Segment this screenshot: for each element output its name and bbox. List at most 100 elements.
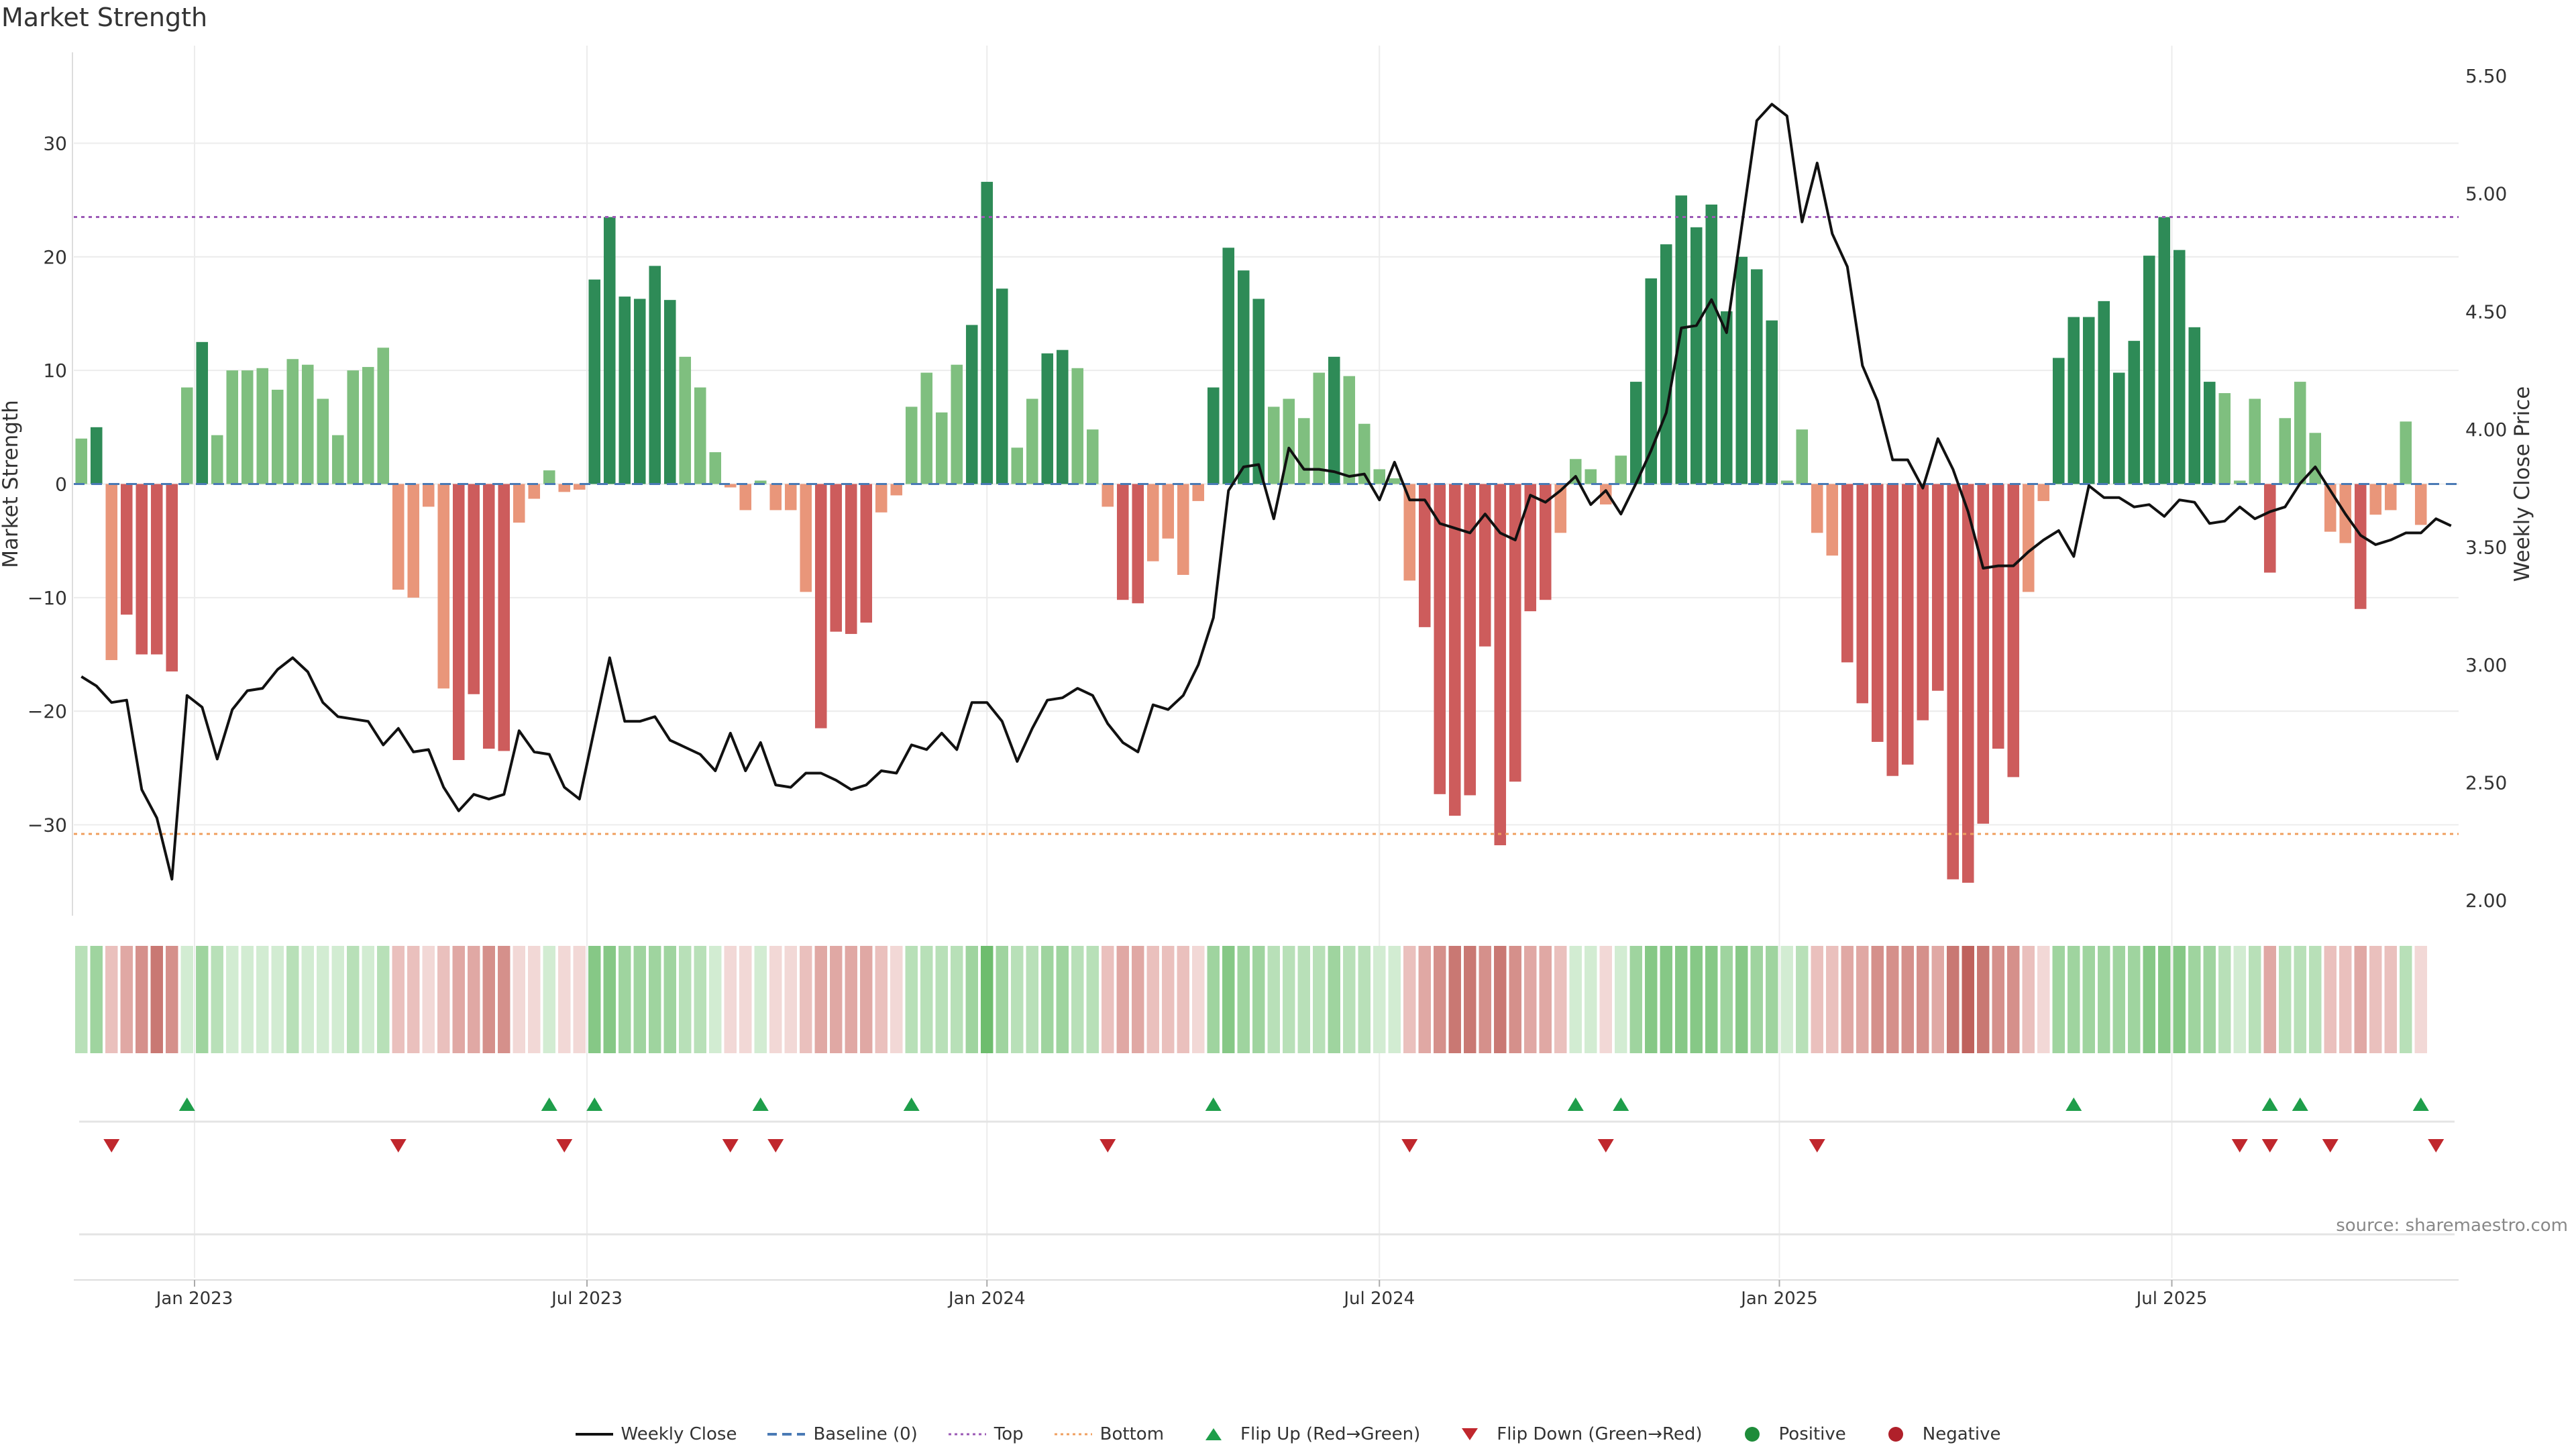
heat-cell bbox=[619, 946, 631, 1053]
strength-bar bbox=[996, 288, 1008, 484]
strength-bar bbox=[1750, 269, 1763, 484]
strength-bar bbox=[784, 484, 797, 511]
axes: −30 −20 −10 0 10 20 30 2.00 2.50 3.00 3.50 4.00 4.50… bbox=[0, 52, 2534, 916]
heat-cell bbox=[2173, 946, 2186, 1053]
strength-bar bbox=[1780, 480, 1793, 484]
strength-bars bbox=[75, 182, 2427, 883]
heat-cell bbox=[1615, 946, 1627, 1053]
strength-bar bbox=[1841, 484, 1854, 663]
strength-bar bbox=[543, 470, 555, 484]
strength-bar bbox=[286, 359, 299, 484]
heat-cell bbox=[2279, 946, 2292, 1053]
strength-bar bbox=[981, 182, 994, 484]
heat-cell bbox=[1750, 946, 1763, 1053]
heat-cell bbox=[875, 946, 888, 1053]
strength-bar bbox=[407, 484, 420, 598]
strength-bar bbox=[1026, 398, 1038, 484]
legend-swatch-mark bbox=[1744, 1427, 1760, 1442]
heat-cell bbox=[1132, 946, 1144, 1053]
y-tick-label: −30 bbox=[28, 814, 67, 837]
heat-cell bbox=[90, 946, 103, 1053]
heat-cell bbox=[845, 946, 857, 1053]
strength-bar bbox=[1146, 484, 1159, 561]
heat-cell bbox=[1931, 946, 1944, 1053]
strength-bar bbox=[528, 484, 541, 499]
flip-up-marker bbox=[1567, 1097, 1584, 1111]
strength-bar bbox=[2294, 382, 2306, 484]
strength-bar bbox=[875, 484, 888, 513]
weekly-close-line bbox=[80, 103, 2452, 881]
heat-cell bbox=[935, 946, 948, 1053]
heat-cell bbox=[1645, 946, 1658, 1053]
x-axis: Jan 2023 Jul 2023 Jan 2024 Jul 2024 Jan 2025… bbox=[74, 1279, 2459, 1309]
strength-bar bbox=[120, 484, 133, 615]
heat-cell bbox=[166, 946, 178, 1053]
strength-bar bbox=[588, 279, 601, 484]
heat-cell bbox=[75, 946, 88, 1053]
legend-label: Top bbox=[994, 1424, 1024, 1444]
strength-bar bbox=[1629, 382, 1642, 484]
y-tick-label: −10 bbox=[28, 587, 67, 609]
strength-bar bbox=[694, 387, 706, 484]
heat-cell bbox=[1071, 946, 1084, 1053]
strength-bar bbox=[482, 484, 495, 749]
strength-bar bbox=[1464, 484, 1477, 796]
legend-item: Flip Down (Green→Red) bbox=[1451, 1424, 1703, 1444]
strength-bar bbox=[905, 407, 918, 484]
strength-bar bbox=[377, 347, 390, 484]
strength-bar bbox=[1011, 447, 1024, 484]
legend-swatch bbox=[1462, 1428, 1479, 1440]
heat-cell bbox=[1086, 946, 1099, 1053]
strength-bar bbox=[226, 370, 239, 484]
heat-cell bbox=[1162, 946, 1175, 1053]
y2-tick-label: 3.50 bbox=[2465, 536, 2507, 558]
heat-cell bbox=[2233, 946, 2246, 1053]
y-axis-title: Market Strength bbox=[0, 400, 23, 568]
legend-item: Weekly Close bbox=[575, 1424, 737, 1444]
strength-bar bbox=[1252, 299, 1265, 484]
heat-cell bbox=[1509, 946, 1521, 1053]
heat-cell bbox=[513, 946, 525, 1053]
heat-cell bbox=[1901, 946, 1914, 1053]
heat-cell bbox=[1554, 946, 1567, 1053]
heat-cell bbox=[2294, 946, 2306, 1053]
strength-bar bbox=[1947, 484, 1960, 879]
strength-bar bbox=[603, 217, 616, 484]
strength-bar bbox=[362, 367, 374, 484]
strength-bar bbox=[1962, 484, 1974, 883]
strength-bar bbox=[422, 484, 435, 507]
heat-cell bbox=[317, 946, 329, 1053]
heat-cell bbox=[784, 946, 797, 1053]
strength-bar bbox=[1132, 484, 1144, 604]
heat-cell bbox=[1222, 946, 1235, 1053]
legend-swatch bbox=[1205, 1428, 1222, 1440]
strength-heat-strip bbox=[75, 946, 2427, 1053]
heat-cell bbox=[1116, 946, 1129, 1053]
strength-bar bbox=[1645, 278, 1658, 484]
strength-bar bbox=[1826, 484, 1839, 556]
heat-cell bbox=[1886, 946, 1899, 1053]
legend-item: Flip Up (Red→Green) bbox=[1195, 1424, 1420, 1444]
heat-cell bbox=[1780, 946, 1793, 1053]
heat-cell bbox=[588, 946, 601, 1053]
heat-cell bbox=[422, 946, 435, 1053]
strength-bar bbox=[1931, 484, 1944, 691]
strength-bar bbox=[1720, 311, 1733, 484]
flip-down-marker bbox=[1401, 1139, 1418, 1152]
heat-cell bbox=[1675, 946, 1688, 1053]
strength-bar bbox=[301, 364, 314, 484]
heat-cell bbox=[1102, 946, 1114, 1053]
strength-bar bbox=[830, 484, 843, 632]
heat-cell bbox=[2384, 946, 2397, 1053]
strength-bar bbox=[1735, 256, 1748, 484]
strength-bar bbox=[2068, 317, 2080, 484]
strength-bar bbox=[663, 300, 676, 484]
source-note: source: sharemaestro.com bbox=[2336, 1216, 2568, 1236]
heat-cell bbox=[136, 946, 148, 1053]
heat-cell bbox=[2022, 946, 2035, 1053]
heat-cell bbox=[286, 946, 299, 1053]
heat-cell bbox=[1856, 946, 1869, 1053]
strength-bar bbox=[1162, 484, 1175, 539]
y2-tick-label: 5.00 bbox=[2465, 183, 2507, 205]
legend-item: Negative bbox=[1877, 1424, 2000, 1444]
